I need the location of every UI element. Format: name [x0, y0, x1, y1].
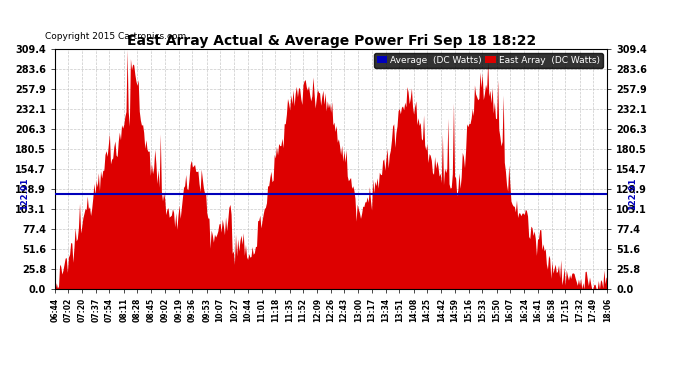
Text: Copyright 2015 Cartronics.com: Copyright 2015 Cartronics.com	[45, 32, 186, 41]
Title: East Array Actual & Average Power Fri Sep 18 18:22: East Array Actual & Average Power Fri Se…	[126, 34, 536, 48]
Legend: Average  (DC Watts), East Array  (DC Watts): Average (DC Watts), East Array (DC Watts…	[374, 53, 602, 68]
Text: 122.91: 122.91	[628, 177, 637, 210]
Text: 122.91: 122.91	[20, 177, 29, 210]
